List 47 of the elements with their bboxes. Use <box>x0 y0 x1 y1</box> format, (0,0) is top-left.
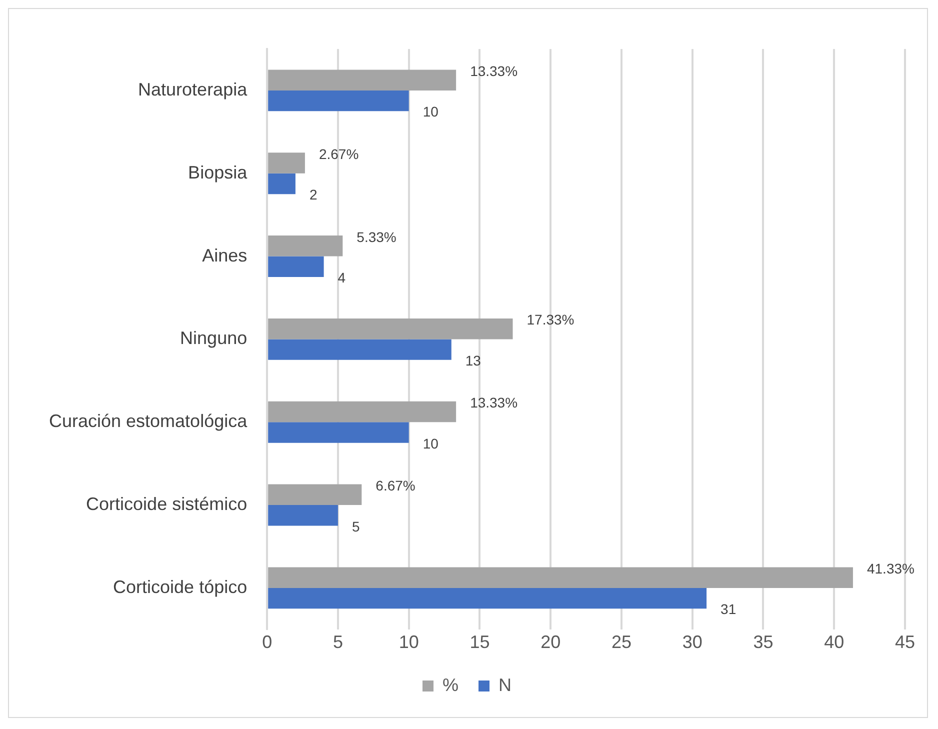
bar <box>268 588 707 609</box>
bar <box>268 318 513 340</box>
data-label: 13.33% <box>470 62 518 79</box>
x-tick-label: 45 <box>894 632 916 652</box>
x-tick-label: 40 <box>824 632 844 652</box>
y-tick-label: Ninguno <box>180 328 248 348</box>
bar <box>268 339 452 360</box>
y-tick-label: Corticoide tópico <box>113 576 248 597</box>
data-label: 5 <box>352 518 360 534</box>
y-tick-label: Biopsia <box>188 162 248 182</box>
x-tick-label: 15 <box>470 632 490 652</box>
y-tick-label: Aines <box>202 245 248 266</box>
data-label: 4 <box>338 270 346 286</box>
bar <box>268 70 456 90</box>
data-label: 2.67% <box>318 146 359 162</box>
bar <box>268 236 343 256</box>
bar <box>268 484 362 506</box>
y-tick-label: Corticoide sistémico <box>86 494 248 514</box>
bar <box>268 90 409 112</box>
x-tick-label: 25 <box>611 632 632 652</box>
x-tick-label: 0 <box>262 632 272 652</box>
bar <box>268 173 296 194</box>
data-label: 10 <box>422 435 439 452</box>
bar <box>268 567 853 588</box>
x-tick-label: 30 <box>682 632 702 652</box>
data-label: 13.33% <box>470 394 518 411</box>
bar <box>268 256 324 278</box>
data-label: 2 <box>309 186 318 203</box>
x-tick-label: 20 <box>540 632 561 652</box>
legend-label: N <box>498 674 512 695</box>
bar <box>268 152 305 174</box>
data-label: 5.33% <box>356 228 396 245</box>
x-tick-label: 10 <box>398 632 419 652</box>
data-label: 13 <box>465 352 482 368</box>
legend-label: % <box>442 674 459 695</box>
bar <box>268 401 456 422</box>
bar <box>268 422 409 443</box>
x-tick-label: 5 <box>332 632 343 652</box>
y-tick-label: Naturoterapia <box>138 79 248 100</box>
y-tick-label: Curación estomatológica <box>48 411 248 432</box>
x-tick-label: 35 <box>753 632 774 652</box>
data-label: 41.33% <box>866 560 914 576</box>
data-label: 6.67% <box>376 478 416 494</box>
bar <box>268 505 338 526</box>
data-label: 17.33% <box>526 312 574 328</box>
data-label: 31 <box>720 601 736 618</box>
data-label: 10 <box>422 104 439 120</box>
